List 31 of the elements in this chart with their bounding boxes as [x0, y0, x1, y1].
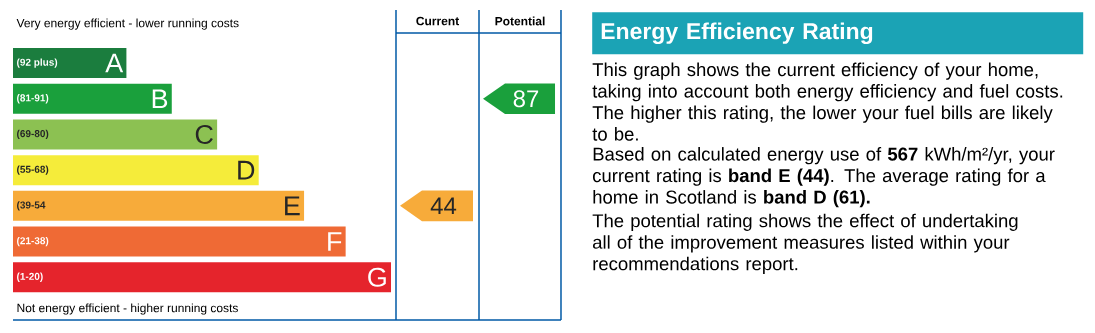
text: Not energy efficient - higher running costs [17, 303, 238, 315]
y-tick-label: D [238, 160, 255, 180]
annotation: (1-20) [17, 272, 43, 282]
bar [13, 262, 392, 293]
y-tick-label: C [195, 124, 213, 145]
y-tick-label: B [152, 89, 168, 109]
text: Based on calculated energy use of 567 kWh/m²/yr, your current rating is band E (44). The average rating for a home in Scotland is band D (61). [592, 147, 1055, 208]
text: 44 [430, 197, 457, 215]
text: This graph shows the current efficiency of your home, taking into account both energy efficiency and fuel costs. The higher this rating, the lower your fuel bills are likely to be. [592, 62, 1063, 141]
bar [13, 155, 259, 186]
y-tick-label: F [328, 232, 342, 251]
annotation: (39-54 [17, 201, 46, 211]
bar [13, 226, 346, 257]
annotation: (81-91) [17, 94, 49, 104]
y-tick-label: A [105, 53, 124, 73]
text: 87 [513, 90, 539, 108]
annotation: (21-38) [17, 236, 49, 247]
y-tick-label: E [285, 196, 300, 216]
y-tick-label: G [368, 267, 386, 287]
text: Potential [495, 16, 545, 26]
annotation: (92 plus) [17, 58, 58, 68]
bar [13, 83, 172, 114]
annotation: (69-80) [17, 129, 49, 140]
text: The potential rating shows the effect of undertaking all of the improvement measures listed within your recommendations report. [592, 213, 1018, 274]
text: Energy Efficiency Rating [601, 22, 873, 44]
bar [13, 48, 127, 79]
annotation: (55-68) [17, 165, 49, 175]
bar [13, 190, 305, 221]
chart-title: Very energy efficient - lower running costs [16, 18, 239, 30]
bar [13, 119, 218, 150]
text: Current [416, 16, 460, 26]
